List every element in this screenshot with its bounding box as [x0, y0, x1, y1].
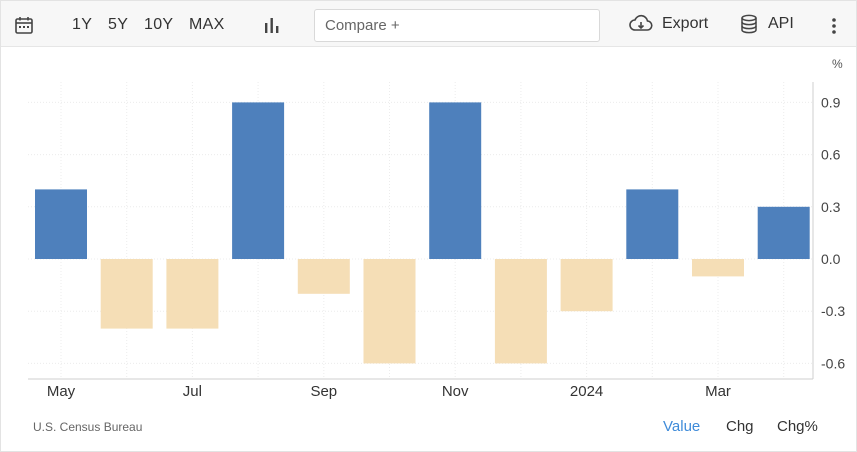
bar-chart: 0.9 0.6 0.3 0.0 -0.3 -0.6% May Jul Sep Nov 2024 Mar: [28, 57, 845, 400]
export-label: Export: [662, 15, 709, 32]
y-tick-label: -0.6: [821, 355, 845, 371]
bar: [166, 259, 219, 329]
range-10y-button[interactable]: 10Y: [144, 16, 174, 33]
bar: [494, 259, 547, 364]
source-label: U.S. Census Bureau: [33, 420, 143, 434]
x-tick-label: 2024: [570, 383, 603, 400]
bar: [232, 102, 285, 260]
x-tick-label: Jul: [183, 383, 202, 400]
mode-chg-pct-tab[interactable]: Chg%: [777, 418, 818, 435]
y-tick-label: 0.6: [821, 147, 841, 163]
bar: [692, 259, 744, 277]
y-unit-label: %: [832, 57, 843, 71]
x-tick-label: May: [47, 383, 76, 400]
bar: [757, 206, 810, 259]
compare-input[interactable]: [314, 9, 600, 42]
bar: [560, 259, 613, 312]
bar: [297, 259, 350, 294]
bar: [429, 102, 482, 260]
x-tick-label: Mar: [705, 383, 731, 400]
x-tick-label: Sep: [310, 383, 337, 400]
y-tick-label: 0.3: [821, 199, 841, 215]
more-options-icon[interactable]: [830, 17, 838, 40]
range-5y-button[interactable]: 5Y: [108, 16, 129, 33]
cloud-download-icon: [629, 14, 653, 34]
mode-chg-tab[interactable]: Chg: [726, 418, 754, 435]
bar: [626, 189, 679, 259]
bar: [100, 259, 153, 329]
bar-chart-icon[interactable]: [263, 16, 281, 39]
bar: [35, 189, 87, 259]
api-label: API: [768, 15, 794, 32]
range-1y-button[interactable]: 1Y: [72, 16, 93, 33]
bar: [363, 259, 416, 364]
toolbar: 1Y 5Y 10Y MAX Export: [1, 1, 856, 47]
y-tick-label: 0.9: [821, 94, 841, 110]
calendar-icon[interactable]: [14, 15, 34, 40]
x-tick-label: Nov: [442, 383, 469, 400]
export-button[interactable]: Export: [629, 14, 708, 34]
database-icon: [740, 14, 758, 34]
api-button[interactable]: API: [740, 14, 794, 34]
y-tick-label: -0.3: [821, 303, 845, 319]
y-tick-label: 0.0: [821, 251, 841, 267]
mode-value-tab[interactable]: Value: [663, 418, 701, 435]
range-max-button[interactable]: MAX: [189, 16, 225, 33]
